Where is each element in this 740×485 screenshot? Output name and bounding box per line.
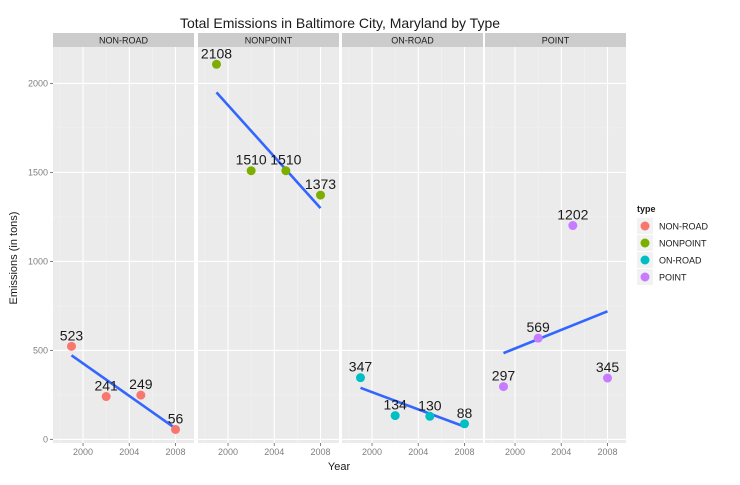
legend-label: POINT [659, 273, 687, 283]
x-tick-label: 2000 [218, 447, 238, 457]
facet-strip [485, 33, 626, 47]
data-label: 88 [457, 405, 473, 421]
data-label: 134 [383, 397, 407, 413]
data-point [211, 59, 221, 69]
x-tick-label: 2004 [551, 447, 571, 457]
data-point [460, 419, 470, 429]
x-tick-label: 2000 [505, 447, 525, 457]
x-tick-label: 2000 [362, 447, 382, 457]
y-tick-label: 0 [43, 434, 48, 444]
data-label: 1373 [305, 176, 336, 192]
legend-item-nonpoint: NONPOINT [637, 235, 707, 251]
data-label: 1510 [236, 152, 267, 168]
x-tick-label: 2008 [454, 447, 474, 457]
x-tick-label: 2008 [597, 447, 617, 457]
facet-panels: NON-ROAD 2000 2004 2008 523 241 249 56 NONPOINT 2… [53, 33, 626, 457]
trend-line [503, 310, 608, 355]
legend-marker [640, 238, 650, 248]
data-label: 297 [492, 368, 516, 384]
data-point [568, 221, 578, 231]
chart-title: Total Emissions in Baltimore City, Maryl… [180, 15, 500, 31]
y-axis: 0 500 1000 1500 2000 [28, 78, 53, 444]
trend-line [215, 91, 322, 209]
data-label: 130 [418, 397, 442, 413]
data-point [246, 166, 256, 176]
data-label: 347 [349, 359, 373, 375]
data-point [390, 411, 400, 421]
data-point [281, 166, 291, 176]
y-tick-label: 1000 [28, 256, 48, 266]
x-tick-label: 2004 [119, 447, 139, 457]
data-point [316, 190, 326, 200]
facet-strip-label: NONPOINT [245, 36, 293, 46]
y-tick-label: 1500 [28, 167, 48, 177]
data-label: 56 [168, 410, 184, 426]
facet-strip-label: ON-ROAD [391, 36, 434, 46]
facet-panel-on-road: ON-ROAD 2000 2004 2008 347 134 130 88 [342, 33, 483, 457]
data-point [355, 373, 365, 383]
data-point [101, 392, 111, 402]
facet-strip-label: NON-ROAD [99, 36, 148, 46]
data-label: 249 [129, 376, 153, 392]
trend-line [70, 354, 177, 430]
y-tick-label: 500 [33, 345, 48, 355]
data-point [136, 390, 146, 400]
legend-label: NONPOINT [659, 239, 707, 249]
facet-strip-label: POINT [542, 36, 570, 46]
x-tick-label: 2004 [264, 447, 284, 457]
facet-panel-non-road: NON-ROAD 2000 2004 2008 523 241 249 56 [53, 33, 194, 457]
data-label: 1202 [557, 207, 588, 223]
data-point [425, 411, 435, 421]
data-label: 569 [526, 319, 550, 335]
legend-marker [640, 272, 650, 282]
facet-strip [198, 33, 339, 47]
legend-item-on-road: ON-ROAD [637, 252, 702, 268]
data-point [533, 333, 543, 343]
panel-background [53, 47, 194, 443]
legend-item-non-road: NON-ROAD [637, 218, 708, 234]
x-tick-label: 2000 [73, 447, 93, 457]
x-tick-label: 2008 [165, 447, 185, 457]
legend-item-point: POINT [637, 269, 687, 285]
data-point [66, 341, 76, 351]
facet-strip [342, 33, 483, 47]
legend-label: ON-ROAD [659, 256, 702, 266]
data-label: 2108 [201, 45, 232, 61]
legend-title: type [637, 204, 656, 214]
data-point [171, 424, 181, 434]
panel-background [198, 47, 339, 443]
panel-background [485, 47, 626, 443]
data-label: 241 [94, 378, 118, 394]
trend-line [360, 386, 465, 428]
x-tick-label: 2008 [310, 447, 330, 457]
data-label: 523 [60, 327, 84, 343]
y-tick-label: 2000 [28, 78, 48, 88]
data-label: 1510 [270, 152, 301, 168]
data-point [498, 382, 508, 392]
legend-label: NON-ROAD [659, 222, 708, 232]
x-axis-label: Year [328, 461, 351, 473]
data-point [603, 373, 613, 383]
data-label: 345 [596, 359, 620, 375]
y-axis-label: Emissions (in tons) [8, 212, 20, 305]
facet-strip [53, 33, 194, 47]
legend-marker [640, 255, 650, 265]
panel-background [342, 47, 483, 443]
legend-marker [640, 221, 650, 231]
x-tick-label: 2004 [408, 447, 428, 457]
facet-panel-point: POINT 2000 2004 2008 297 569 1202 345 [485, 33, 626, 457]
